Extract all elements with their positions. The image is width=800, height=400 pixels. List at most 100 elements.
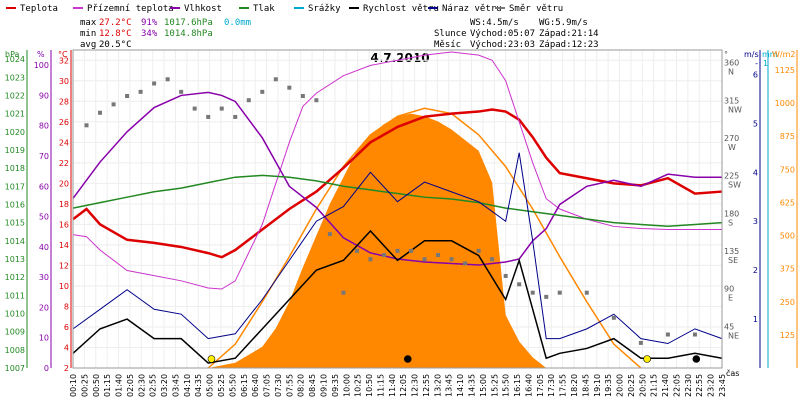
- pressure-tick: 1010: [5, 309, 25, 318]
- direction-tick-deg: 270: [724, 134, 739, 143]
- temperature-tick: 20: [59, 179, 69, 188]
- temperature-tick: 30: [59, 77, 69, 86]
- time-tick: 15:50: [502, 374, 511, 397]
- humidity-tick: 80: [39, 122, 49, 131]
- time-tick: 08:20: [297, 374, 306, 397]
- legend-label-3: Tlak: [253, 4, 275, 14]
- wind-direction-point: [476, 248, 481, 253]
- radiation-tick: 125: [780, 331, 795, 340]
- direction-tick-deg: 360: [724, 59, 739, 68]
- wind-direction-point: [206, 114, 211, 119]
- stat-max-hum: 91%: [141, 18, 158, 28]
- time-tick: 14:10: [456, 374, 465, 397]
- legend: Teplota Přízemní teplota Vlhkost Tlak Srážky…: [6, 4, 563, 14]
- time-tick: 06:15: [240, 374, 249, 397]
- direction-tick-dir: NE: [728, 331, 739, 340]
- time-tick: 22:55: [695, 374, 704, 397]
- wind-tick: 1: [753, 315, 758, 324]
- wind-tick-top: -: [755, 59, 758, 68]
- chart-title: 4.7.2010: [370, 51, 429, 65]
- temperature-unit: °C: [58, 50, 68, 59]
- direction-tick-deg: 90: [724, 285, 734, 294]
- sun-set: Západ:21:14: [539, 29, 599, 39]
- stat-max-temp: 27.2°C: [99, 18, 132, 28]
- event-sunrise: [207, 355, 216, 363]
- moon-set: Západ:12:23: [539, 40, 599, 50]
- wind-direction-point: [557, 290, 562, 295]
- time-tick: 03:45: [171, 374, 180, 397]
- series-line-vlhkost: [72, 91, 722, 266]
- legend-label-5: Rychlost větru: [363, 4, 439, 14]
- time-tick: 11:15: [376, 374, 385, 397]
- stat-max-press: 1017.6hPa: [164, 18, 213, 28]
- time-tick: 02:55: [149, 374, 158, 397]
- wind-direction-point: [490, 257, 495, 262]
- plot-area: [72, 50, 723, 369]
- wind-direction-point: [246, 98, 251, 103]
- radiation-tick: 1125: [775, 66, 795, 75]
- wind-direction-point: [287, 85, 292, 90]
- time-tick: 10:00: [342, 374, 351, 397]
- time-tick: 05:00: [206, 374, 215, 397]
- event-moonset: [403, 355, 412, 363]
- temperature-tick: 10: [59, 282, 69, 291]
- stat-avg-label: avg: [80, 40, 96, 50]
- time-tick: 20:25: [627, 374, 636, 397]
- time-tick: 05:50: [228, 374, 237, 397]
- direction-tick-deg: 225: [724, 172, 739, 181]
- wind-direction-point: [409, 248, 414, 253]
- wind-direction-point: [260, 89, 265, 94]
- pressure-tick: 1024: [5, 55, 25, 64]
- direction-tick-deg: 45: [724, 322, 734, 331]
- event-sunset: [643, 355, 651, 363]
- temperature-tick: 26: [59, 118, 69, 127]
- time-tick: 09:35: [331, 374, 340, 397]
- direction-tick-deg: 180: [724, 209, 739, 218]
- wind-direction-point: [638, 340, 643, 345]
- sun-rise: Východ:05:07: [470, 29, 535, 39]
- time-axis-label: čas: [726, 368, 739, 378]
- time-tick: 07:30: [274, 374, 283, 397]
- rain-unit: mm: [762, 50, 778, 59]
- direction-tick-dir: NW: [728, 105, 742, 114]
- radiation-area: [208, 113, 547, 368]
- axes: 00:10 00:25 00:50 01:15 01:40 02:05 02:30 02:55…: [5, 49, 798, 397]
- time-tick: 23:20: [707, 374, 716, 397]
- moon-label: Měsíc: [434, 40, 461, 50]
- wind-direction-point: [219, 106, 224, 111]
- humidity-tick: 90: [39, 91, 49, 100]
- time-tick: 00:10: [69, 374, 78, 397]
- wind-direction-point: [192, 106, 197, 111]
- legend-label-2: Vlhkost: [184, 4, 222, 14]
- pressure-tick: 1008: [5, 346, 25, 355]
- wind-direction-point: [125, 94, 130, 99]
- temperature-tick: 22: [59, 159, 69, 168]
- humidity-tick: 30: [39, 273, 49, 282]
- pressure-unit: hPa: [5, 50, 20, 59]
- legend-label-1: Přízemní teplota: [87, 4, 174, 14]
- radiation-tick: 875: [780, 132, 795, 141]
- wind-direction-point: [395, 248, 400, 253]
- time-tick: 01:40: [115, 374, 124, 397]
- time-tick: 17:05: [536, 374, 545, 397]
- time-tick: 16:40: [524, 374, 533, 397]
- wind-tick: 5: [753, 119, 758, 128]
- time-tick: 22:05: [672, 374, 681, 397]
- radiation-unit: W/m2: [772, 50, 796, 59]
- wind-direction-point: [314, 98, 319, 103]
- pressure-tick: 1009: [5, 328, 25, 337]
- stat-min-hum: 34%: [141, 29, 158, 39]
- wind-direction-point: [327, 232, 332, 237]
- wind-direction-point: [165, 77, 170, 82]
- time-tick: 00:50: [92, 374, 101, 397]
- direction-tick-dir: E: [728, 294, 733, 303]
- series-line-teplota: [72, 108, 723, 259]
- wind-direction-point: [341, 290, 346, 295]
- time-tick: 13:20: [433, 374, 442, 397]
- time-tick: 09:10: [319, 374, 328, 397]
- temperature-tick: 8: [64, 302, 69, 311]
- direction-tick-dir: S: [728, 218, 733, 227]
- time-tick: 03:20: [160, 374, 169, 397]
- legend-label-4: Srážky: [308, 4, 341, 14]
